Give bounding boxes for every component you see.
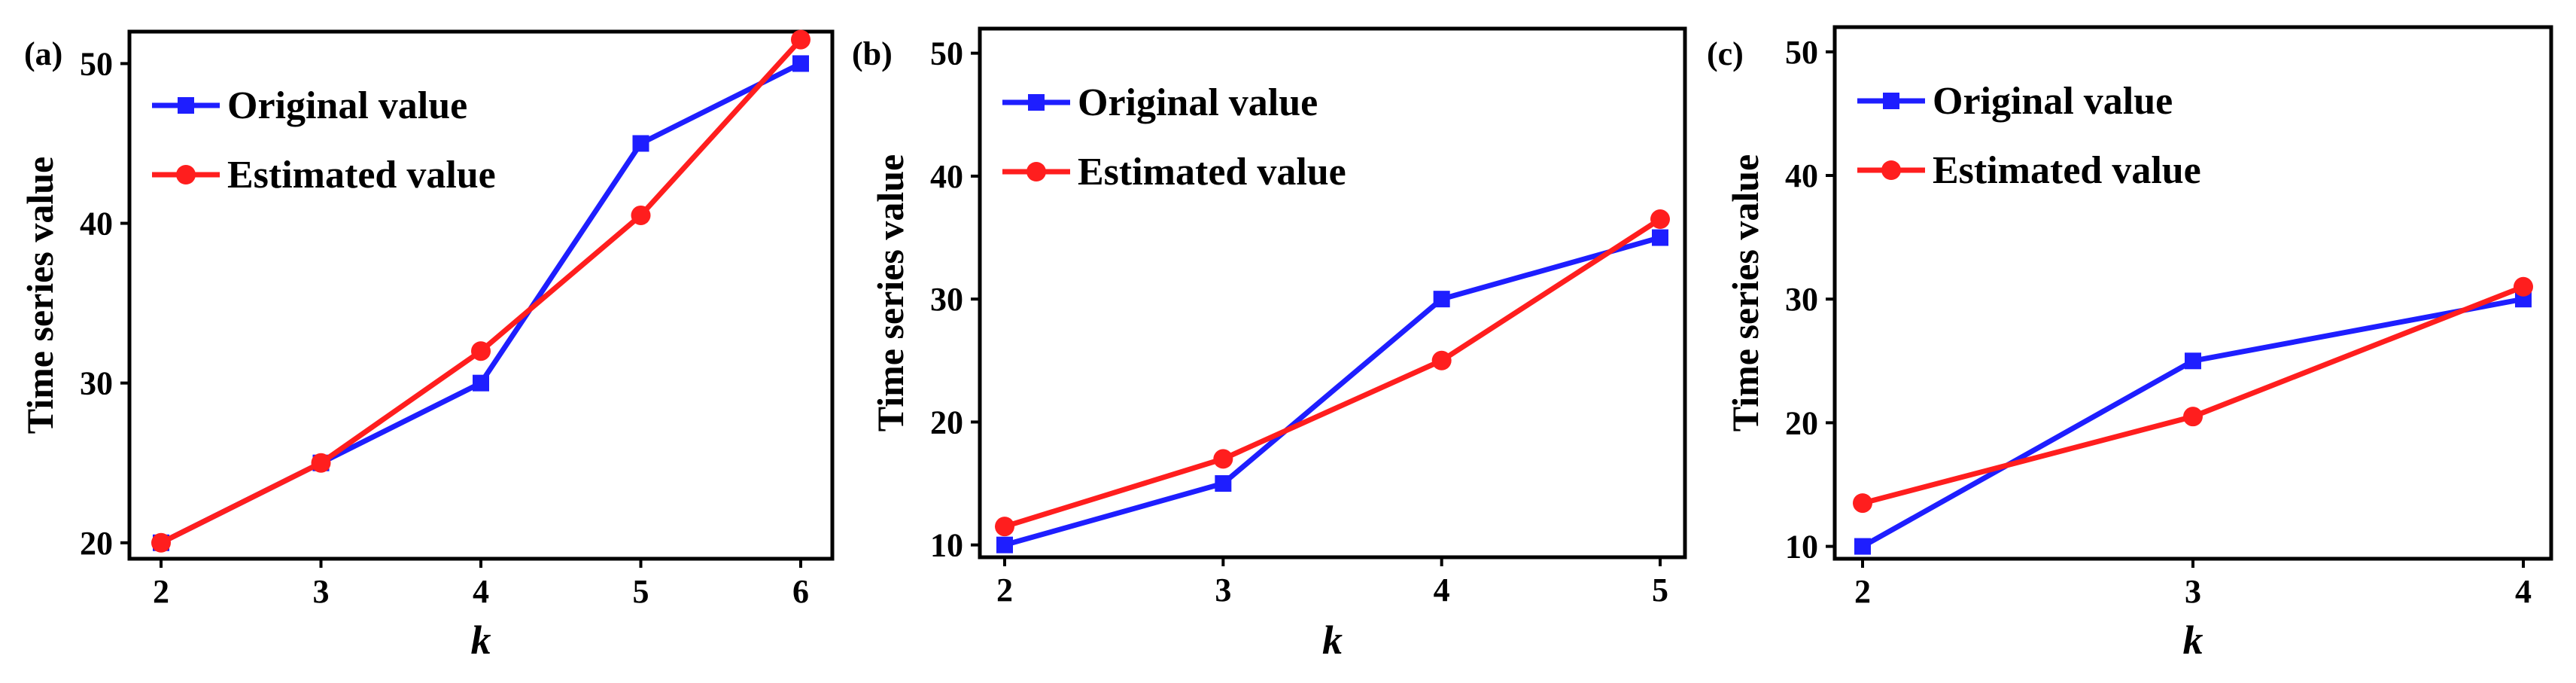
x-axis-label: k (1322, 617, 1343, 663)
legend-marker (178, 97, 194, 114)
x-tick-label: 5 (1652, 572, 1668, 608)
y-axis-label: Time series value (19, 157, 61, 434)
panel-label: (b) (852, 35, 893, 72)
x-tick-label: 4 (2515, 573, 2532, 610)
data-point-estimated (471, 341, 491, 361)
legend-label-estimated: Estimated value (227, 154, 496, 197)
legend-label-estimated: Estimated value (1078, 151, 1346, 194)
x-tick-label: 5 (633, 573, 649, 610)
legend-label-estimated: Estimated value (1933, 149, 2201, 192)
data-point-estimated (631, 205, 651, 225)
data-point-original (792, 55, 809, 72)
chart-panel-1: 2 3 4 5 6 20 30 40 50 (a) k Time series value Origin… (19, 29, 835, 663)
data-point-estimated (1213, 449, 1233, 469)
y-tick-label: 50 (1785, 34, 1818, 71)
data-point-estimated (151, 532, 171, 553)
y-tick-label: 50 (930, 35, 963, 72)
y-tick-label: 20 (1785, 404, 1818, 441)
y-tick-label: 40 (1785, 157, 1818, 194)
legend-marker (1883, 93, 1899, 109)
y-tick-label: 30 (930, 281, 963, 318)
y-axis-label: Time series value (1724, 154, 1766, 431)
data-point-estimated (1650, 209, 1670, 230)
x-tick-label: 3 (2185, 573, 2201, 610)
series-line-original (1004, 235, 1661, 548)
legend-label-original: Original value (227, 84, 467, 127)
legend-marker (1881, 160, 1901, 180)
series-line-estimated (1003, 217, 1662, 529)
y-axis-label: Time series value (869, 154, 911, 431)
legend-marker (176, 165, 196, 184)
data-point-estimated (995, 517, 1014, 537)
data-point-original (1652, 229, 1668, 246)
x-tick-label: 6 (792, 573, 809, 610)
data-point-original (632, 135, 649, 152)
y-tick-label: 20 (80, 525, 113, 562)
plot-frame (978, 26, 1687, 560)
panel-label: (c) (1707, 35, 1744, 72)
y-tick-label: 30 (1785, 281, 1818, 318)
legend-marker (1026, 162, 1046, 181)
x-tick-label: 4 (1434, 572, 1450, 608)
x-tick-label: 3 (313, 573, 330, 610)
chart-panel-2: 2 3 4 5 10 20 30 40 50 (b) k Time series value Origi… (852, 26, 1687, 663)
x-tick-label: 3 (1215, 572, 1231, 608)
legend-item-original: Original value (1002, 81, 1318, 124)
y-tick-label: 40 (80, 206, 113, 242)
y-tick-label: 50 (80, 45, 113, 82)
legend-item-original: Original value (1857, 80, 2173, 123)
y-tick-label: 30 (80, 365, 113, 402)
x-axis-label: k (2183, 617, 2203, 663)
x-tick-label: 4 (473, 573, 489, 610)
legend-label-original: Original value (1078, 81, 1318, 124)
data-point-estimated (1853, 493, 1872, 514)
data-point-original (1215, 475, 1232, 492)
legend-item-estimated: Estimated value (1857, 149, 2201, 192)
legend-item-estimated: Estimated value (152, 154, 496, 197)
x-tick-label: 2 (1854, 573, 1871, 610)
y-tick-label: 40 (930, 158, 963, 195)
legend-item-original: Original value (152, 84, 467, 127)
chart-panel-3: 2 3 4 10 20 30 40 50 (c) k Time series value Origin… (1707, 25, 2553, 663)
y-tick-label: 20 (930, 404, 963, 441)
x-tick-label: 2 (996, 572, 1013, 608)
legend-label-original: Original value (1933, 80, 2173, 123)
data-point-original (473, 374, 489, 392)
data-point-estimated (791, 29, 811, 50)
data-point-estimated (311, 453, 331, 473)
data-point-estimated (1431, 350, 1452, 370)
legend-item-estimated: Estimated value (1002, 151, 1346, 194)
data-point-original (996, 536, 1013, 553)
series-line-original (160, 61, 802, 545)
data-point-estimated (2183, 407, 2203, 427)
data-point-original (1433, 291, 1450, 308)
x-tick-label: 2 (153, 573, 169, 610)
y-tick-label: 10 (930, 527, 963, 564)
panel-label: (a) (24, 35, 62, 72)
data-point-original (2185, 352, 2201, 370)
data-point-original (1854, 538, 1871, 555)
legend-marker (1028, 94, 1045, 111)
x-axis-label: k (471, 617, 491, 663)
y-tick-label: 10 (1785, 529, 1818, 566)
data-point-estimated (2514, 276, 2533, 297)
